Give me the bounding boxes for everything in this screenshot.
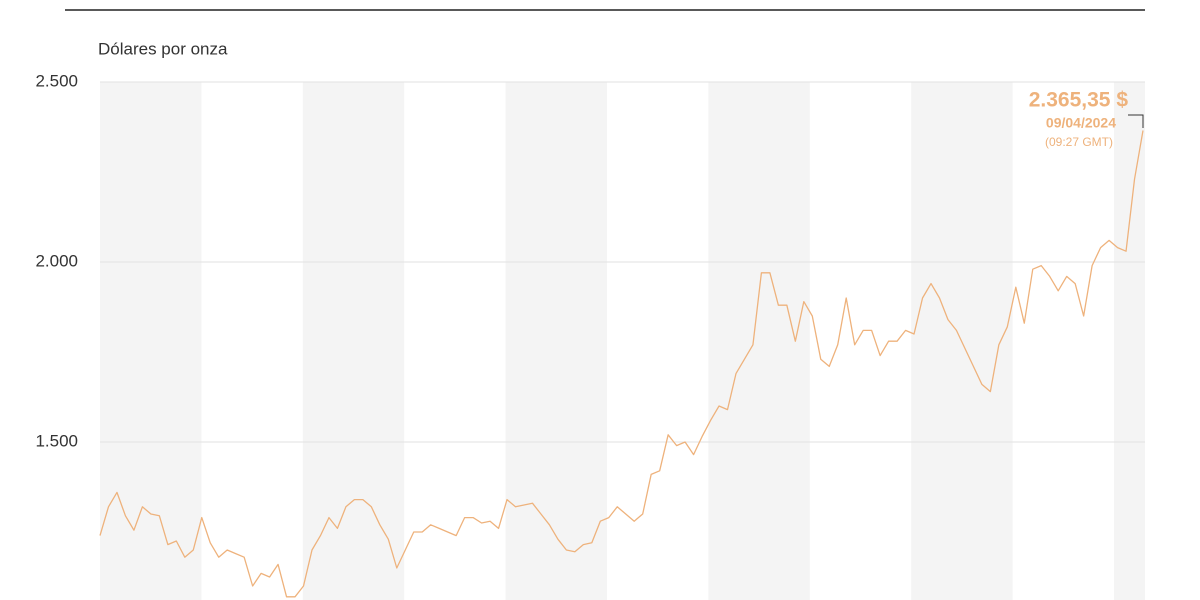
plot [99, 130, 1144, 598]
band [302, 82, 405, 600]
y-tick-label: 1.500 [35, 431, 78, 450]
last-value: 2.365,35 $ [1029, 89, 1129, 112]
last-date: 09/04/2024 [1046, 115, 1116, 131]
grid [100, 81, 1145, 443]
band [708, 82, 810, 600]
year-bands [100, 82, 1145, 600]
band [505, 82, 607, 600]
annotation-pointer [1128, 114, 1144, 128]
y-tick-label: 2.500 [35, 71, 78, 90]
band [100, 82, 202, 600]
y-axis-label: Dólares por onza [98, 39, 228, 58]
price-line [99, 130, 1144, 598]
y-tick-label: 2.000 [35, 251, 78, 270]
last-time: (09:27 GMT) [1045, 135, 1113, 149]
band [1114, 82, 1145, 600]
